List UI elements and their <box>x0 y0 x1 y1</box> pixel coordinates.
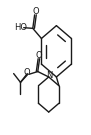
Text: O: O <box>36 51 42 60</box>
Text: HO: HO <box>14 23 27 31</box>
Text: N: N <box>46 71 52 80</box>
Text: O: O <box>32 7 39 16</box>
Text: O: O <box>24 68 30 77</box>
